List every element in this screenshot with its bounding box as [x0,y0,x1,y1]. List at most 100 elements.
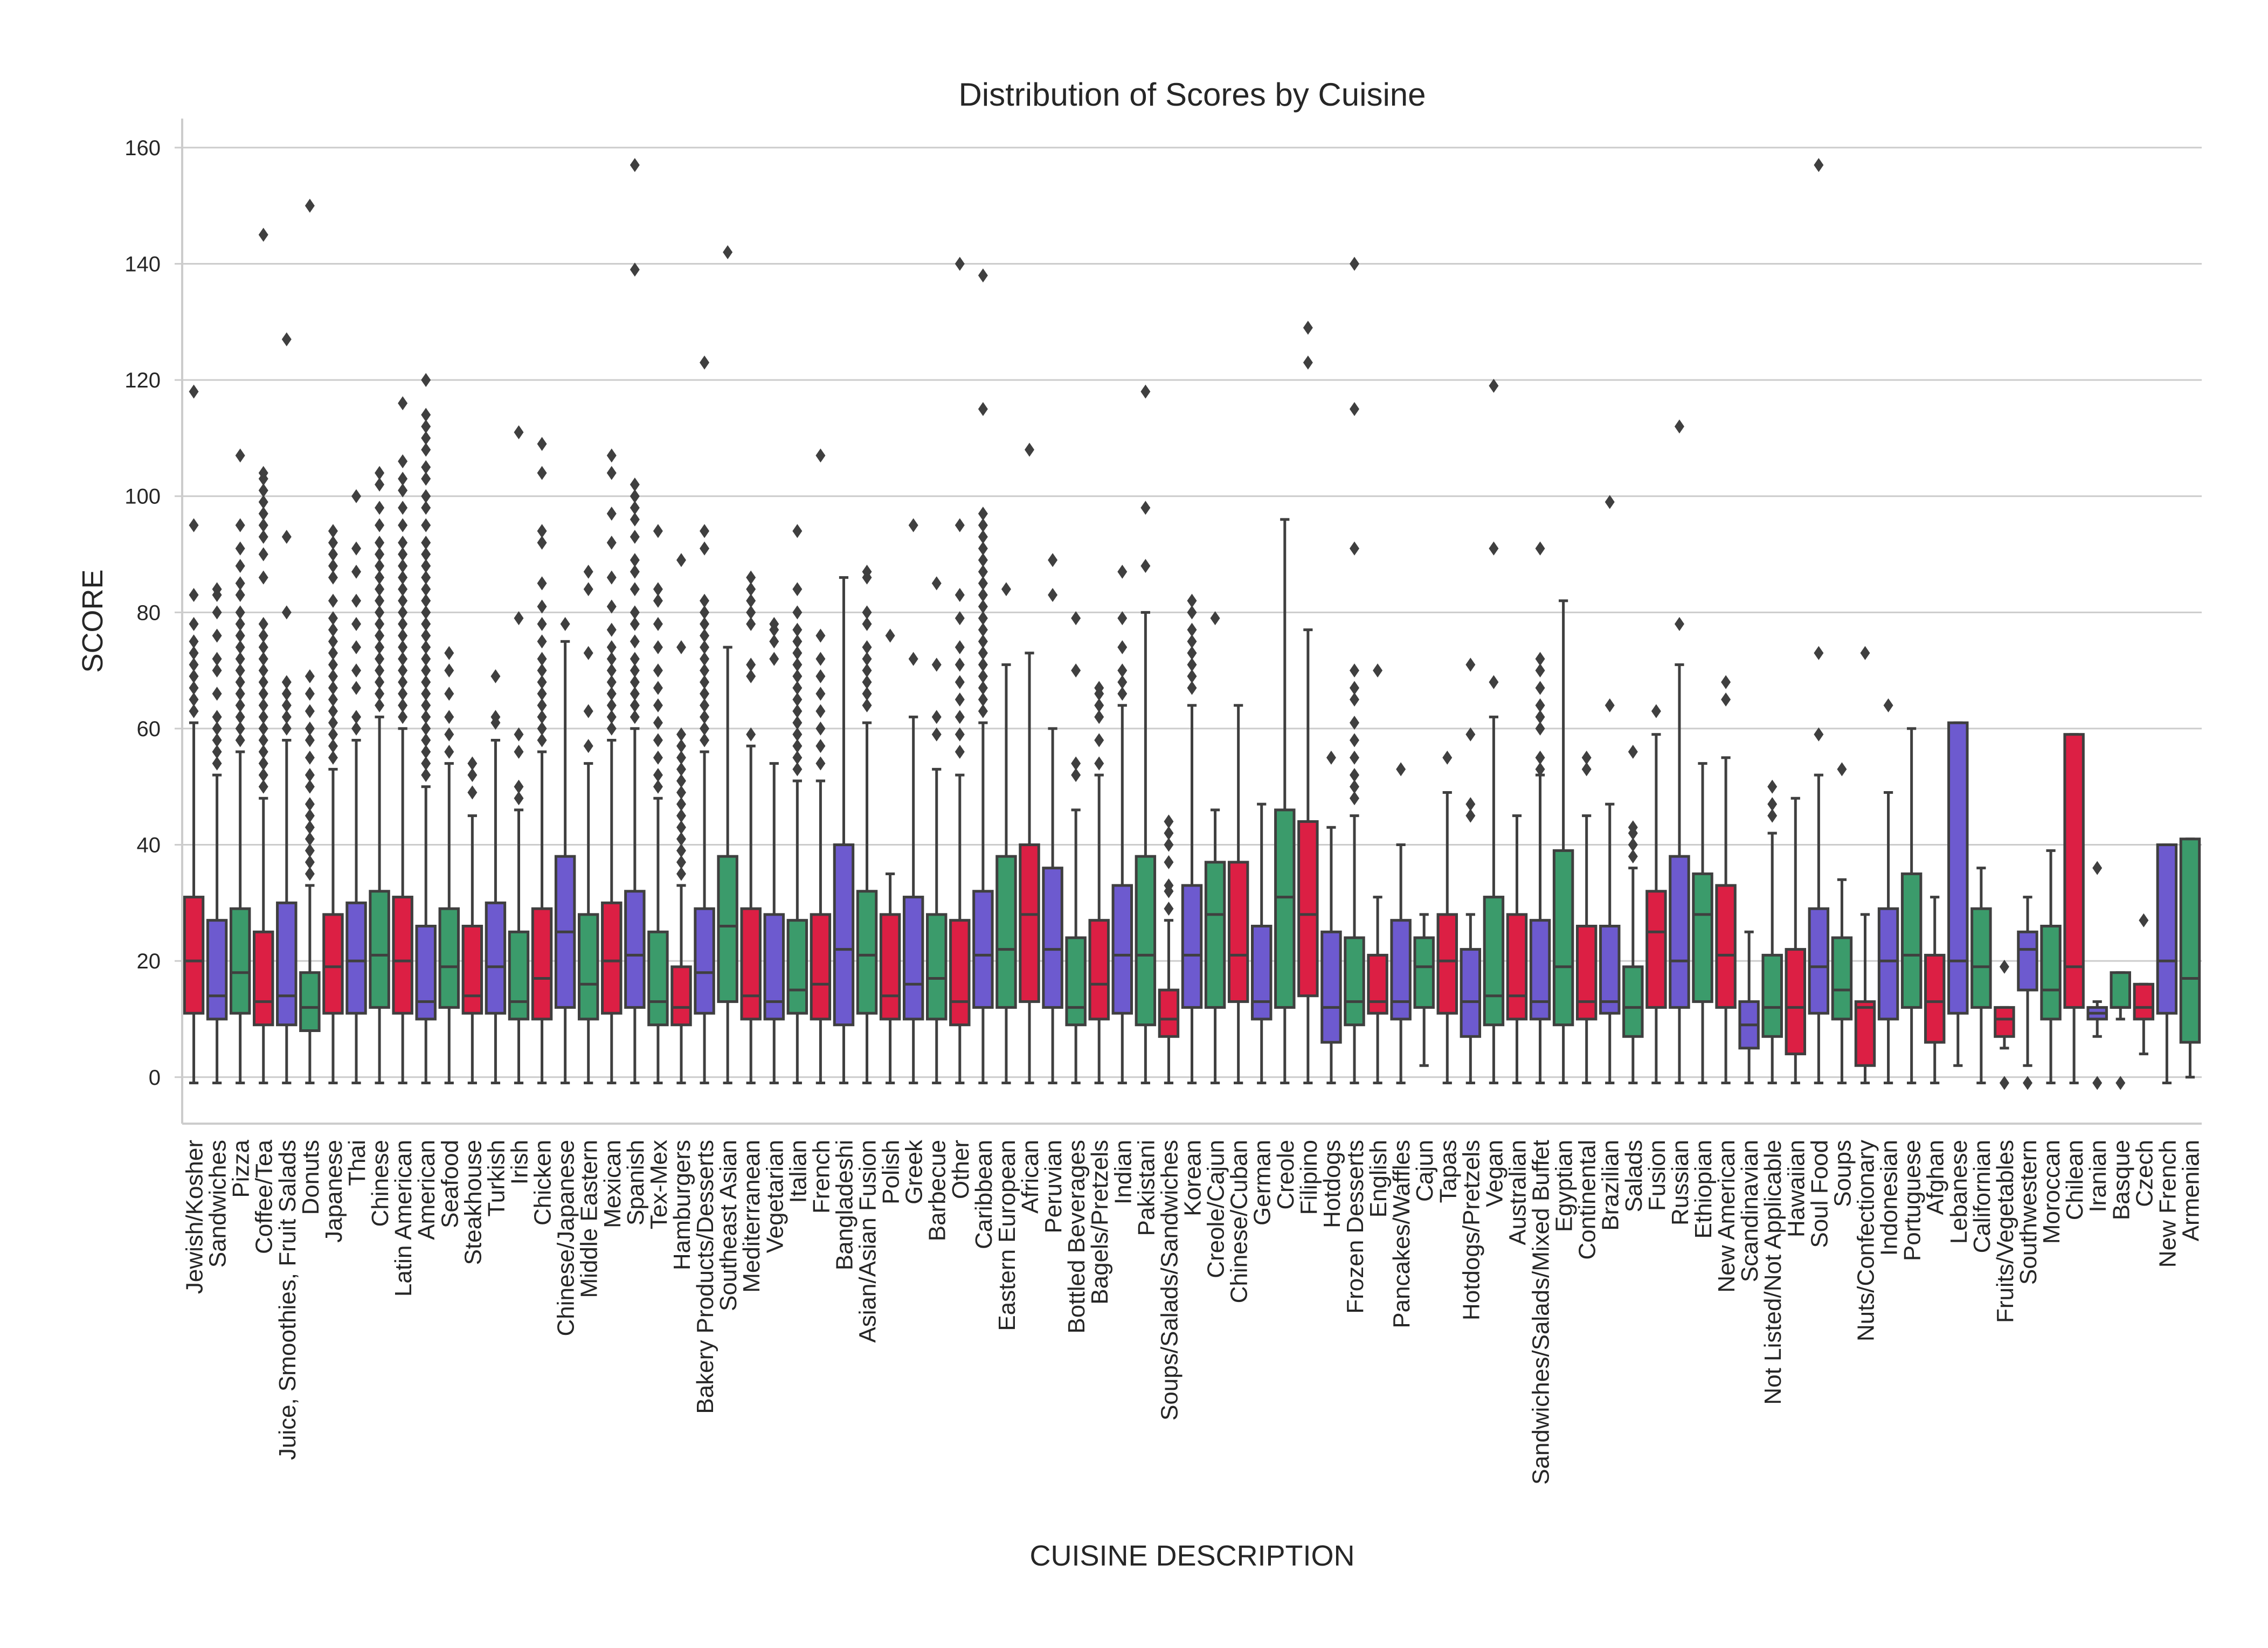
outlier-point [1489,675,1499,689]
outlier-point [398,617,408,631]
outlier-point [1164,855,1174,869]
iqr-box [1715,884,1737,1009]
outlier-point [375,466,385,480]
iqr-box [995,855,1017,1009]
outlier-point [955,710,965,724]
x-tick-label: Sandwiches [205,1140,231,1268]
outlier-point [1535,750,1545,765]
iqr-box [485,901,507,1015]
outlier-point [583,704,593,718]
outlier-point [653,779,663,794]
outlier-point [258,768,268,783]
outlier-point [189,693,199,707]
boxes [183,158,2201,1090]
outlier-point [792,693,803,707]
iqr-box [229,907,251,1015]
iqr-box [1019,843,1040,1003]
outlier-point [792,762,803,777]
outlier-point [1187,657,1197,672]
outlier-point [537,576,547,591]
outlier-point [978,693,988,707]
box-2 [229,448,251,1085]
outlier-point [258,507,268,521]
outlier-point [305,855,315,869]
outlier-point [1535,541,1545,556]
x-tick-label: Armenian [2177,1140,2204,1241]
outlier-point [1326,750,1336,765]
outlier-point [258,663,268,678]
box-61 [1599,495,1621,1085]
outlier-point [1349,402,1359,417]
outlier-point [2115,1076,2126,1090]
outlier-point [676,773,686,788]
outlier-point [1187,622,1197,637]
outlier-point [746,605,756,620]
x-tick-label: Japanese [321,1140,347,1243]
x-tick-label: Fruits/Vegetables [1992,1140,2018,1323]
outlier-point [792,681,803,695]
outlier-point [1535,762,1545,777]
box-58 [1529,541,1551,1085]
outlier-point [1048,553,1058,567]
outlier-point [444,687,454,701]
x-tick-label: Sandwiches/Salads/Mixed Buffet [1528,1140,1554,1485]
outlier-point [792,716,803,730]
box-71 [1831,762,1853,1085]
outlier-point [375,687,385,701]
outlier-point [305,832,315,846]
outlier-point [1860,646,1870,660]
outlier-point [375,663,385,678]
outlier-point [1094,710,1104,724]
outlier-point [908,652,918,666]
iqr-box [647,930,669,1027]
outlier-point [1535,652,1545,666]
outlier-point [1164,902,1174,916]
box-1 [206,582,228,1085]
x-tick-label: Bottled Beverages [1063,1140,1090,1334]
x-tick-label: Chinese [367,1140,393,1227]
outlier-point [908,518,918,532]
outlier-point [1187,634,1197,649]
outlier-point [1349,257,1359,271]
outlier-point [676,727,686,742]
box-77 [1970,867,1992,1085]
iqr-box [786,919,808,1015]
iqr-box [577,913,599,1021]
box-52 [1390,762,1412,1085]
outlier-point [1489,378,1499,393]
outlier-point [815,739,826,753]
iqr-box [1599,924,1621,1015]
iqr-box [1460,948,1482,1038]
outlier-point [630,698,640,712]
iqr-box [2017,930,2038,992]
box-79 [2017,896,2038,1090]
outlier-point [328,657,338,672]
box-10 [415,373,437,1085]
outlier-point [328,681,338,695]
outlier-point [1140,501,1151,515]
x-tick-label: New American [1713,1140,1740,1293]
outlier-point [328,535,338,550]
x-tick-label: Basque [2108,1140,2134,1220]
x-tick-label: Irish [507,1140,533,1185]
iqr-box [1645,890,1667,1009]
x-tick-label: Lebanese [1946,1140,1972,1244]
outlier-point [1489,541,1499,556]
outlier-point [1117,611,1128,626]
outlier-point [1767,779,1778,794]
outlier-point [375,675,385,689]
outlier-point [490,669,501,683]
box-82 [2086,861,2108,1090]
iqr-box [461,924,483,1015]
outlier-point [305,704,315,718]
outlier-point [212,721,222,736]
outlier-point [2092,861,2103,875]
x-tick-label: Salads [1621,1140,1647,1213]
outlier-point [606,698,617,712]
box-18 [601,448,623,1085]
outlier-point [978,599,988,614]
outlier-point [1721,675,1731,689]
iqr-box [369,890,390,1009]
box-67 [1738,930,1760,1085]
outlier-point [444,710,454,724]
